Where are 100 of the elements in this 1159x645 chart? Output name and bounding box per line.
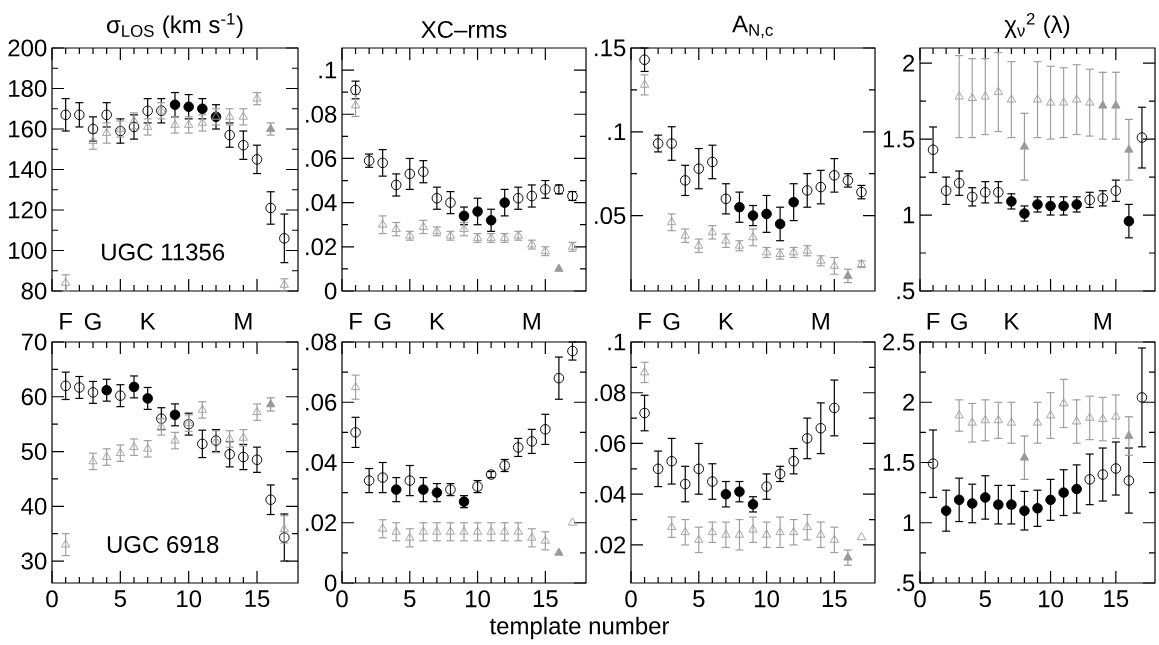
point xyxy=(1045,494,1056,506)
chart-title: σ$_{LOS}$ (km s$^{-1}$) xyxy=(107,13,243,38)
point xyxy=(734,201,745,213)
point xyxy=(128,381,140,393)
y-tick-label: 50 xyxy=(21,443,47,461)
point xyxy=(1098,100,1108,109)
point xyxy=(102,127,112,136)
point xyxy=(748,524,758,533)
x-tick-label: 15 xyxy=(1104,590,1129,608)
point xyxy=(279,524,289,533)
point xyxy=(350,427,361,438)
point xyxy=(567,517,578,526)
point xyxy=(567,345,578,357)
x-tick-label: 15 xyxy=(245,590,270,608)
annotation: F xyxy=(927,313,940,330)
point xyxy=(512,192,524,204)
point xyxy=(1124,430,1134,439)
point xyxy=(418,484,429,495)
y-tick-label: .06 xyxy=(306,393,337,411)
y-tick-label: .5 xyxy=(897,574,915,592)
point xyxy=(60,380,71,392)
point xyxy=(815,181,827,193)
y-tick-label: 200 xyxy=(8,39,47,57)
y-tick-label: 1 xyxy=(903,514,915,531)
point xyxy=(721,529,731,538)
point xyxy=(74,109,85,121)
y-tick-label: 40 xyxy=(21,497,47,515)
y-tick-label: .1 xyxy=(608,123,626,141)
point xyxy=(927,144,939,156)
point xyxy=(761,481,772,492)
point xyxy=(1098,413,1108,422)
point xyxy=(390,179,402,191)
point xyxy=(802,521,812,531)
point xyxy=(953,494,965,506)
point xyxy=(1111,411,1121,420)
point xyxy=(721,235,731,244)
point xyxy=(829,260,839,269)
point xyxy=(499,197,510,208)
annotation: K xyxy=(719,313,734,330)
annotation: F xyxy=(639,313,651,330)
point xyxy=(224,129,235,141)
y-tick-label: 0 xyxy=(324,574,337,592)
x-tick-label: 0 xyxy=(336,590,348,608)
point xyxy=(1136,392,1148,403)
annotation: G xyxy=(84,313,101,331)
point xyxy=(279,233,290,244)
y-tick-label: .08 xyxy=(306,333,337,351)
annotation: F xyxy=(60,313,73,330)
point xyxy=(667,217,677,226)
y-tick-label: .08 xyxy=(306,105,337,123)
point xyxy=(472,526,483,535)
point xyxy=(1045,410,1056,419)
point xyxy=(238,139,249,151)
point xyxy=(816,529,826,538)
point xyxy=(1045,97,1056,106)
y-tick-label: .06 xyxy=(306,149,337,167)
point xyxy=(265,202,276,214)
annotation: M xyxy=(523,313,540,330)
y-tick-label: .06 xyxy=(595,434,626,452)
y-tick-label: .15 xyxy=(595,39,626,57)
point xyxy=(1032,417,1043,426)
point xyxy=(378,219,388,228)
point xyxy=(266,399,276,408)
point xyxy=(980,415,990,424)
point xyxy=(169,99,181,110)
point xyxy=(458,210,470,222)
x-tick-label: 5 xyxy=(114,590,127,608)
point xyxy=(404,168,416,180)
chart-title: XC–rms xyxy=(421,20,507,38)
point xyxy=(1019,141,1030,150)
point xyxy=(829,534,839,543)
point xyxy=(953,177,965,189)
y-tick-label: .02 xyxy=(306,238,337,256)
point xyxy=(815,422,827,434)
point xyxy=(748,232,758,241)
point xyxy=(540,184,551,195)
point xyxy=(61,539,71,548)
point xyxy=(980,492,991,503)
point xyxy=(679,478,691,490)
y-tick-label: .1 xyxy=(319,61,337,79)
x-tick-label: 0 xyxy=(625,590,637,608)
point xyxy=(1072,94,1082,103)
point xyxy=(418,166,429,177)
point xyxy=(554,263,564,272)
point xyxy=(378,523,388,532)
point xyxy=(1097,469,1109,480)
point xyxy=(363,475,375,486)
point xyxy=(1136,132,1148,143)
point xyxy=(431,192,443,204)
x-tick-label: 5 xyxy=(979,590,991,608)
y-tick-label: .04 xyxy=(306,453,337,471)
annotation: M xyxy=(1094,313,1111,330)
point xyxy=(459,526,469,535)
point xyxy=(707,156,718,168)
y-tick-label: 0 xyxy=(324,282,337,300)
point xyxy=(966,498,978,509)
point xyxy=(540,535,550,544)
point xyxy=(666,455,677,467)
point xyxy=(390,484,402,495)
point xyxy=(88,456,98,465)
